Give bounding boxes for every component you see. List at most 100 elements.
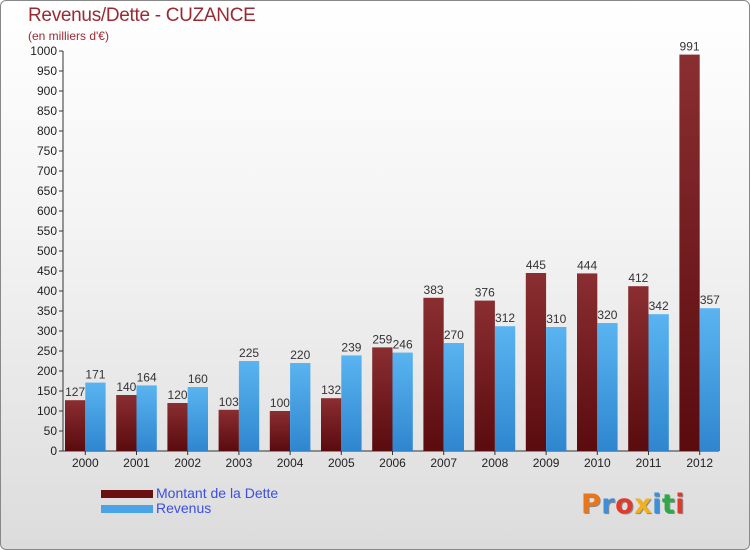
data-label-debt: 445: [526, 258, 546, 272]
x-tick-label: 2006: [379, 456, 406, 470]
bar-revenus: [494, 326, 516, 451]
bar-debt: [167, 403, 188, 451]
x-tick-label: 2003: [226, 456, 253, 470]
bar-debt: [423, 297, 444, 451]
bar-debt: [628, 286, 649, 451]
x-tick-label: 2004: [277, 456, 304, 470]
data-label-debt: 120: [168, 388, 188, 402]
logo-letter: i: [675, 489, 686, 520]
legend-label-revenus: Revenus: [156, 500, 212, 516]
data-label-debt: 127: [65, 385, 85, 399]
bar-debt: [577, 273, 598, 451]
bar-debt: [525, 273, 547, 451]
logo-letter: r: [601, 489, 616, 520]
proxiti-logo: Proxiti: [581, 489, 685, 520]
data-label-revenus: 225: [239, 346, 259, 360]
data-label-revenus: 342: [649, 299, 669, 313]
bar-revenus: [546, 327, 567, 451]
y-tick-label: 700: [37, 164, 57, 178]
y-tick-label: 300: [37, 324, 57, 338]
data-label-debt: 100: [270, 396, 290, 410]
legend-swatch-debt: [101, 490, 153, 498]
bar-debt: [679, 54, 700, 451]
data-label-revenus: 270: [444, 328, 464, 342]
logo-letter: P: [581, 489, 602, 520]
logo-letter: t: [661, 489, 676, 520]
bar-debt: [321, 398, 342, 451]
data-label-revenus: 171: [85, 368, 105, 382]
logo-letter: i: [652, 489, 662, 520]
y-tick-label: 400: [37, 284, 57, 298]
data-label-revenus: 320: [597, 308, 617, 322]
bar-debt: [218, 409, 239, 451]
y-tick-label: 900: [37, 84, 57, 98]
data-label-revenus: 357: [700, 293, 720, 307]
data-label-revenus: 160: [188, 372, 208, 386]
bar-revenus: [85, 382, 106, 451]
y-tick-label: 550: [37, 224, 57, 238]
x-tick-label: 2009: [533, 456, 560, 470]
y-tick-label: 100: [37, 404, 57, 418]
data-label-revenus: 310: [546, 312, 566, 326]
bar-revenus: [648, 314, 669, 451]
y-tick-label: 600: [37, 204, 57, 218]
bar-revenus: [597, 323, 618, 451]
data-label-debt: 991: [680, 40, 700, 54]
x-tick-label: 2001: [123, 456, 150, 470]
legend-swatch-revenus: [101, 505, 153, 513]
logo-letter: x: [634, 489, 653, 520]
x-tick-label: 2010: [584, 456, 611, 470]
bar-debt: [116, 395, 137, 451]
bar-revenus: [136, 385, 157, 451]
data-label-debt: 383: [424, 283, 444, 297]
x-tick-label: 2008: [482, 456, 509, 470]
bar-revenus: [341, 355, 362, 451]
y-tick-label: 50: [44, 424, 58, 438]
data-label-revenus: 164: [137, 370, 157, 384]
logo-letter: o: [615, 489, 635, 520]
bar-debt: [372, 347, 393, 451]
y-tick-label: 650: [37, 184, 57, 198]
x-tick-label: 2007: [430, 456, 457, 470]
x-tick-label: 2012: [686, 456, 713, 470]
chart-title: Revenus/Dette - CUZANCE: [28, 5, 256, 26]
chart-bars: [65, 54, 720, 451]
bar-revenus: [290, 363, 311, 451]
chart-axes: 0 50 100 150 200 250 300 350 400 450 500 550 600 650 7…: [30, 44, 719, 470]
y-tick-label: 950: [37, 64, 57, 78]
bar-revenus: [699, 308, 720, 451]
data-label-debt: 444: [577, 258, 597, 272]
chart-subtitle: (en milliers d'€): [28, 29, 109, 43]
x-tick-label: 2000: [72, 456, 99, 470]
bar-revenus: [392, 352, 413, 451]
y-tick-label: 500: [37, 244, 57, 258]
x-tick-label: 2011: [636, 456, 662, 470]
y-tick-label: 850: [37, 104, 57, 118]
data-label-revenus: 246: [393, 338, 413, 352]
data-label-revenus: 220: [290, 348, 310, 362]
x-tick-label: 2002: [174, 456, 201, 470]
bar-debt: [65, 400, 86, 451]
bar-revenus: [443, 343, 464, 451]
data-label-debt: 132: [321, 383, 341, 397]
legend-label-debt: Montant de la Dette: [156, 485, 279, 501]
data-label-debt: 376: [475, 286, 495, 300]
bar-revenus: [238, 361, 260, 451]
y-tick-label: 250: [37, 344, 57, 358]
data-label-debt: 140: [116, 380, 136, 394]
data-label-debt: 259: [372, 332, 392, 346]
y-tick-label: 0: [50, 444, 57, 458]
y-tick-label: 350: [37, 304, 57, 318]
bar-debt: [269, 411, 291, 451]
data-label-revenus: 312: [495, 311, 515, 325]
data-label-debt: 103: [219, 395, 239, 409]
bar-debt: [474, 300, 495, 451]
y-tick-label: 1000: [30, 44, 57, 58]
x-tick-label: 2005: [328, 456, 355, 470]
data-label-debt: 412: [628, 271, 648, 285]
y-tick-label: 200: [37, 364, 57, 378]
y-tick-label: 450: [37, 264, 57, 278]
